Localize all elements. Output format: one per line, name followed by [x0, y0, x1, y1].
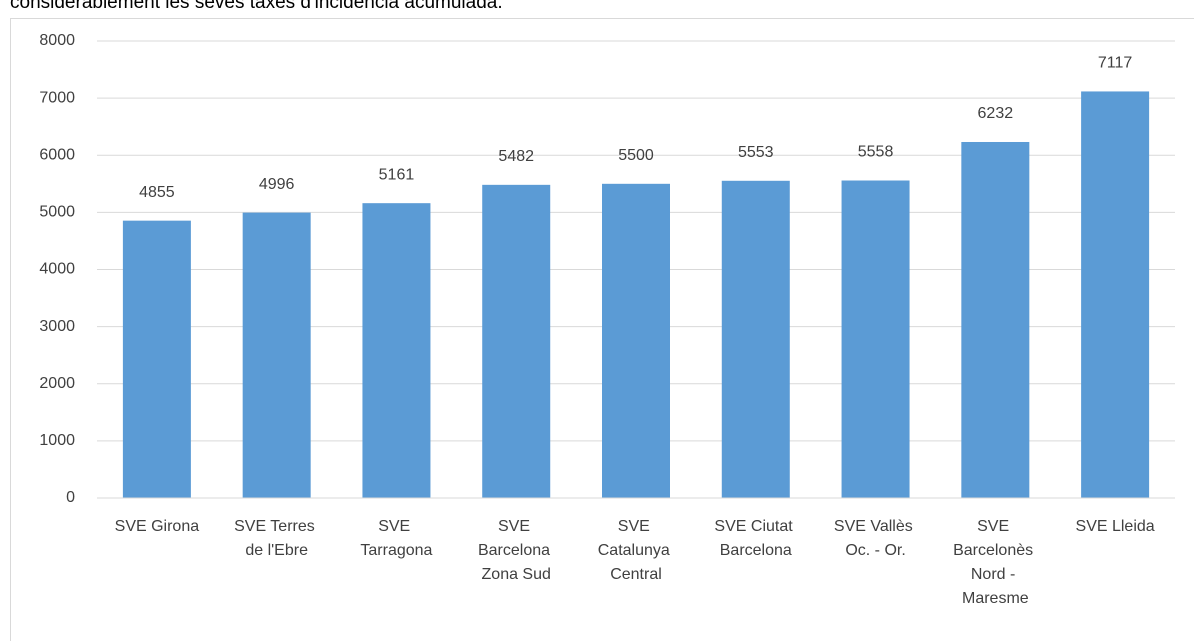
data-label: 7117: [1098, 55, 1133, 72]
bar: [721, 180, 790, 498]
x-tick-label: SVE Ciutat Barcelona: [714, 518, 797, 559]
x-tick-label: SVE Girona: [115, 518, 200, 535]
y-tick-label: 3000: [39, 318, 75, 335]
x-tick-label: SVE Catalunya Central: [598, 518, 675, 583]
bar: [482, 184, 551, 498]
data-label: 5161: [379, 166, 415, 183]
data-label: 5558: [858, 144, 894, 161]
data-label: 5482: [498, 148, 534, 165]
data-label: 6232: [978, 105, 1014, 122]
x-tick-label: SVE Barcelona Zona Sud: [478, 518, 555, 583]
bar: [961, 141, 1030, 498]
data-label: 4996: [259, 176, 295, 193]
bar: [1081, 91, 1150, 498]
x-tick-label: SVE Terres de l'Ebre: [234, 518, 319, 559]
y-tick-label: 5000: [39, 204, 75, 221]
x-tick-label: SVE Vallès Oc. - Or.: [834, 518, 917, 559]
bar: [242, 212, 311, 498]
data-label: 5500: [618, 147, 654, 164]
y-tick-label: 6000: [39, 146, 75, 163]
bar: [362, 203, 431, 499]
y-tick-label: 2000: [39, 375, 75, 392]
y-tick-label: 1000: [39, 432, 75, 449]
y-tick-label: 4000: [39, 261, 75, 278]
data-label: 4855: [139, 184, 175, 201]
header-text: considerablement les seves taxes d'incid…: [10, 0, 503, 13]
y-tick-label: 8000: [39, 32, 75, 49]
y-tick-label: 0: [66, 489, 75, 506]
chart-border: [10, 18, 1194, 641]
data-label: 5553: [738, 144, 774, 161]
bar: [122, 220, 191, 498]
x-tick-label: SVE Barcelonès Nord - Maresme: [953, 518, 1038, 607]
bar: [602, 183, 670, 498]
x-tick-label: SVE Tarragona: [360, 518, 432, 559]
x-tick-label: SVE Lleida: [1076, 518, 1155, 535]
bar: [841, 180, 910, 498]
y-tick-label: 7000: [39, 89, 75, 106]
